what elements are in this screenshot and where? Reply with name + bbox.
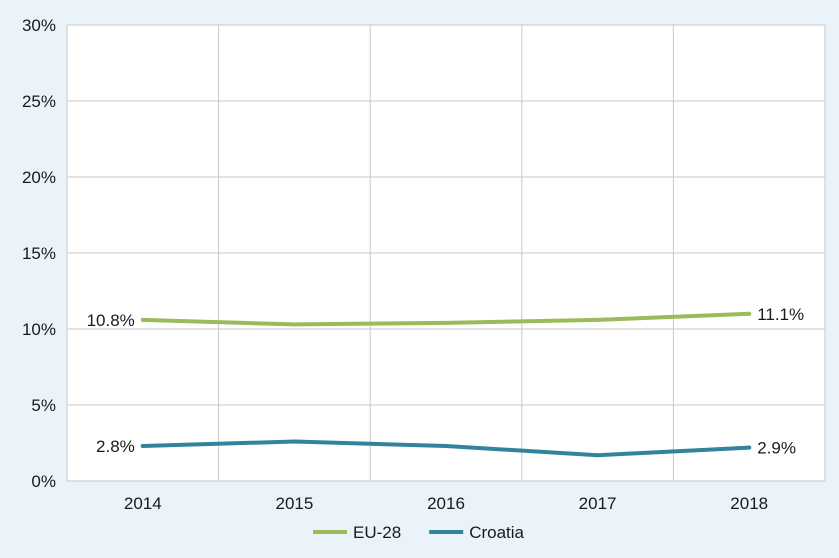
y-tick-label: 30% [22,16,56,35]
grid [66,24,826,482]
series-lines [140,311,752,458]
data-label: 2.9% [757,439,796,458]
y-tick-label: 25% [22,92,56,111]
y-axis-tick-labels: 0% 5% 10% 15% 20% 25% 30% [22,16,56,491]
x-tick-label: 2018 [730,494,768,513]
data-label: 2.8% [96,437,135,456]
data-point [747,311,752,316]
y-tick-label: 5% [31,396,56,415]
data-label: 11.1% [757,305,804,324]
data-point [292,322,297,327]
data-point [140,444,145,449]
y-tick-label: 0% [31,472,56,491]
y-tick-label: 20% [22,168,56,187]
y-tick-label: 10% [22,320,56,339]
x-tick-label: 2017 [579,494,617,513]
data-point [595,453,600,458]
x-axis-tick-labels: 2014 2015 2016 2017 2018 [124,494,768,513]
data-point [747,445,752,450]
data-label: 10.8% [87,311,135,330]
data-point [292,439,297,444]
data-labels: 10.8% 11.1% 2.8% 2.9% [87,305,805,458]
data-point [595,317,600,322]
x-tick-label: 2014 [124,494,162,513]
data-point [444,444,448,449]
legend-label: Croatia [469,523,524,542]
legend-label: EU-28 [353,523,401,542]
data-point [444,320,448,325]
x-tick-label: 2015 [275,494,313,513]
x-tick-label: 2016 [427,494,465,513]
data-point [140,317,145,322]
legend: EU-28 Croatia [313,523,525,542]
y-tick-label: 15% [22,244,56,263]
